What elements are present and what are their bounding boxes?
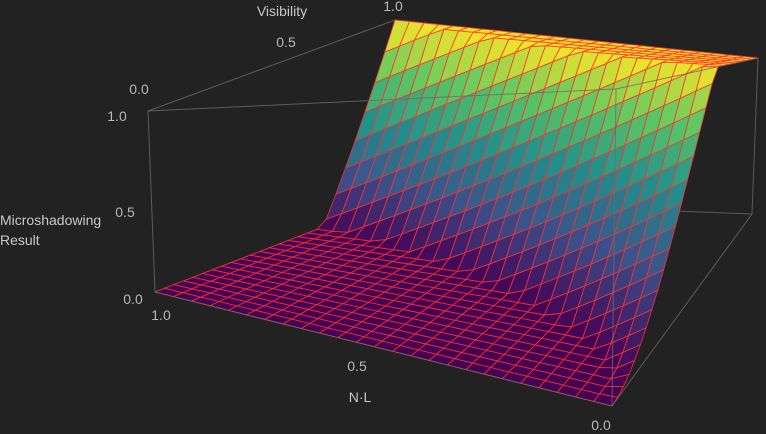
z-tick-label: 1.0 bbox=[107, 108, 127, 124]
z-axis-title-line1: Microshadowing bbox=[0, 212, 101, 228]
box-edge bbox=[154, 291, 613, 407]
surface-cell bbox=[530, 41, 554, 47]
surface-cell bbox=[621, 54, 645, 59]
z-tick-label: 0.0 bbox=[123, 291, 143, 307]
y-axis-title: Visibility bbox=[257, 3, 307, 19]
bounding-box-front bbox=[147, 57, 759, 407]
z-tick-label: 0.5 bbox=[115, 204, 135, 220]
surface-cell bbox=[661, 59, 684, 64]
box-edge bbox=[611, 213, 753, 407]
x-tick-label: 0.5 bbox=[347, 358, 367, 374]
y-tick-label: 1.0 bbox=[383, 0, 403, 14]
y-tick-label: 0.0 bbox=[129, 81, 149, 97]
box-edge bbox=[615, 57, 759, 90]
surface-cell bbox=[443, 25, 469, 32]
z-axis-title-line2: Result bbox=[0, 232, 40, 248]
box-edge bbox=[611, 88, 617, 407]
y-tick-label: 0.5 bbox=[276, 34, 296, 50]
box-edge bbox=[147, 110, 156, 293]
surface-cell bbox=[493, 34, 518, 40]
x-axis-title: N·L bbox=[349, 389, 372, 405]
axis-labels: Visibility 1.0 0.5 0.0 1.0 0.5 0.0 Micro… bbox=[0, 0, 611, 433]
surface-cell bbox=[582, 48, 607, 54]
box-edge bbox=[751, 57, 759, 215]
x-tick-label: 0.0 bbox=[591, 417, 611, 433]
box-edge bbox=[147, 19, 396, 112]
x-tick-label: 1.0 bbox=[151, 307, 171, 323]
box-edge bbox=[147, 88, 617, 112]
